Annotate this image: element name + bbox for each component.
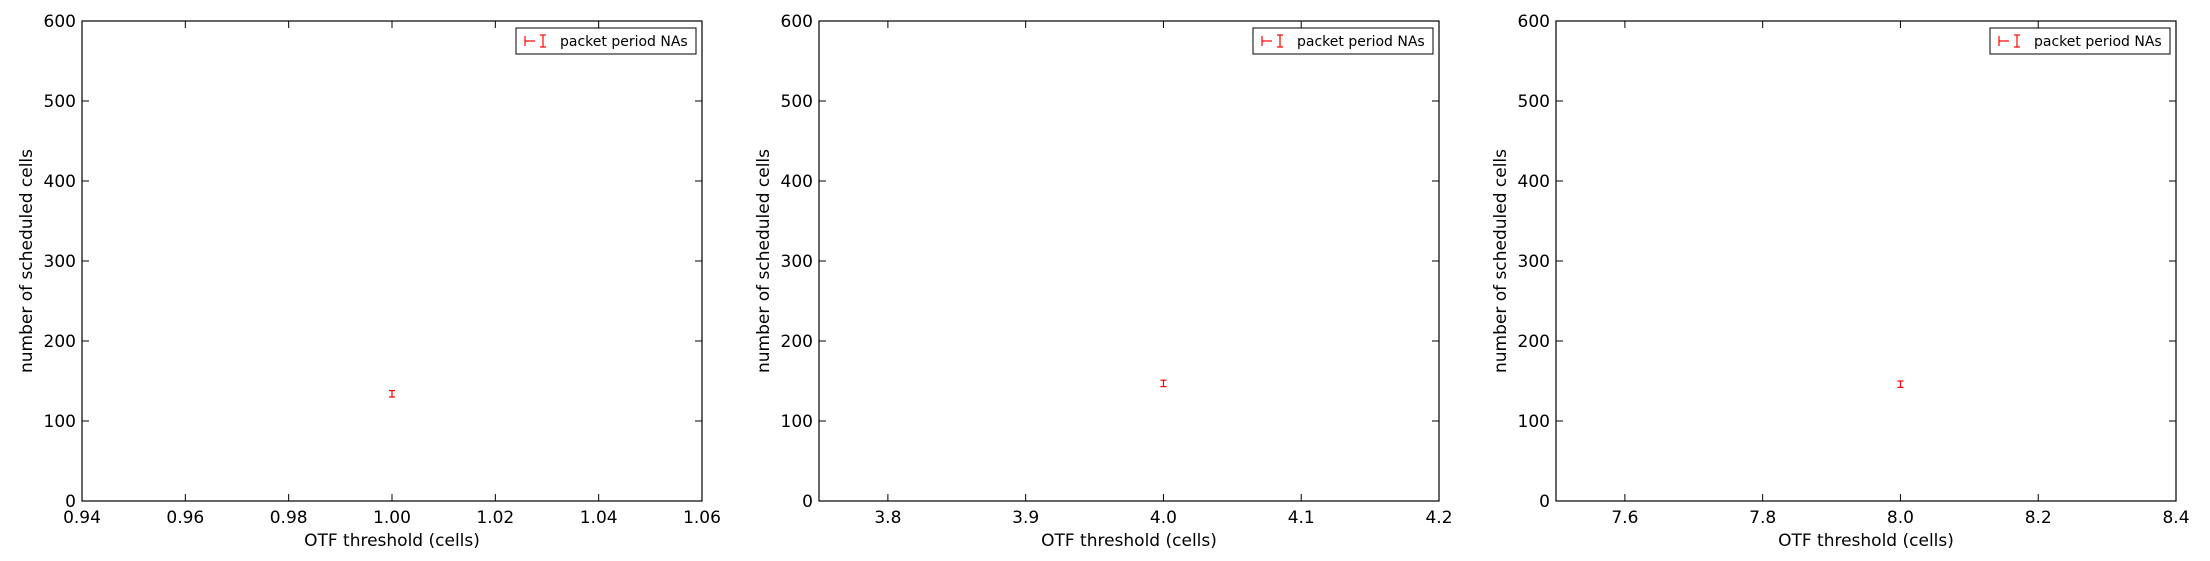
x-axis-label: OTF threshold (cells) — [1041, 531, 1217, 551]
y-tick-label: 0 — [1539, 492, 1550, 512]
y-tick-label: 500 — [44, 92, 76, 112]
y-axis-label: number of scheduled cells — [1491, 149, 1511, 373]
y-tick-label: 600 — [44, 12, 76, 32]
y-tick-label: 200 — [781, 332, 813, 352]
y-tick-label: 600 — [781, 12, 813, 32]
x-tick-label: 0.98 — [270, 508, 308, 528]
chart-panel-3: 7.6 7.8 8.0 8.2 8.4 0 100 200 300 400 500 600 OTF th… — [1491, 12, 2190, 551]
x-tick-label: 7.8 — [1749, 508, 1776, 528]
legend-box — [1989, 27, 2171, 55]
plot-area — [1555, 20, 2177, 502]
x-tick-label: 1.06 — [683, 508, 721, 528]
x-tick-label: 3.9 — [1012, 508, 1039, 528]
x-tick-label: 0.94 — [63, 508, 101, 528]
x-tick-label: 1.02 — [476, 508, 514, 528]
x-tick-label: 8.4 — [2162, 508, 2189, 528]
y-tick-label: 400 — [44, 172, 76, 192]
legend: packet period NAs — [1989, 27, 2171, 55]
x-tick-label: 8.2 — [2025, 508, 2052, 528]
x-tick-label: 4.0 — [1150, 508, 1177, 528]
y-tick-label: 500 — [1518, 92, 1550, 112]
y-tick-label: 400 — [1518, 172, 1550, 192]
legend-box — [515, 27, 697, 55]
y-tick-label: 100 — [1518, 412, 1550, 432]
chart-panel-2: 3.8 3.9 4.0 4.1 4.2 0 100 200 300 400 500 600 OTF th… — [754, 12, 1453, 551]
y-tick-label: 0 — [802, 492, 813, 512]
y-tick-label: 100 — [44, 412, 76, 432]
y-tick-label: 300 — [44, 252, 76, 272]
x-tick-label: 0.96 — [166, 508, 204, 528]
y-axis-label: number of scheduled cells — [17, 149, 37, 373]
legend-label: packet period NAs — [560, 34, 688, 50]
y-axis-label: number of scheduled cells — [754, 149, 774, 373]
x-axis-label: OTF threshold (cells) — [304, 531, 480, 551]
x-tick-label: 4.1 — [1288, 508, 1315, 528]
y-tick-label: 300 — [1518, 252, 1550, 272]
x-tick-label: 1.00 — [373, 508, 411, 528]
x-tick-label: 3.8 — [874, 508, 901, 528]
x-tick-label: 4.2 — [1425, 508, 1452, 528]
y-tick-label: 200 — [1518, 332, 1550, 352]
legend: packet period NAs — [1252, 27, 1434, 55]
x-tick-label: 8.0 — [1887, 508, 1914, 528]
y-tick-label: 100 — [781, 412, 813, 432]
y-tick-label: 200 — [44, 332, 76, 352]
chart-panel-1: 0.94 0.96 0.98 1.00 1.02 1.04 1.06 0 100 200 300 40… — [17, 12, 721, 551]
x-axis-label: OTF threshold (cells) — [1778, 531, 1954, 551]
x-tick-label: 1.04 — [580, 508, 618, 528]
y-tick-label: 0 — [65, 492, 76, 512]
plot-area — [81, 20, 703, 502]
y-tick-label: 600 — [1518, 12, 1550, 32]
y-tick-label: 500 — [781, 92, 813, 112]
x-tick-label: 7.6 — [1611, 508, 1638, 528]
y-tick-label: 400 — [781, 172, 813, 192]
legend-box — [1252, 27, 1434, 55]
legend: packet period NAs — [515, 27, 697, 55]
legend-label: packet period NAs — [1297, 34, 1425, 50]
plot-area — [818, 20, 1440, 502]
legend-label: packet period NAs — [2034, 34, 2162, 50]
y-tick-label: 300 — [781, 252, 813, 272]
